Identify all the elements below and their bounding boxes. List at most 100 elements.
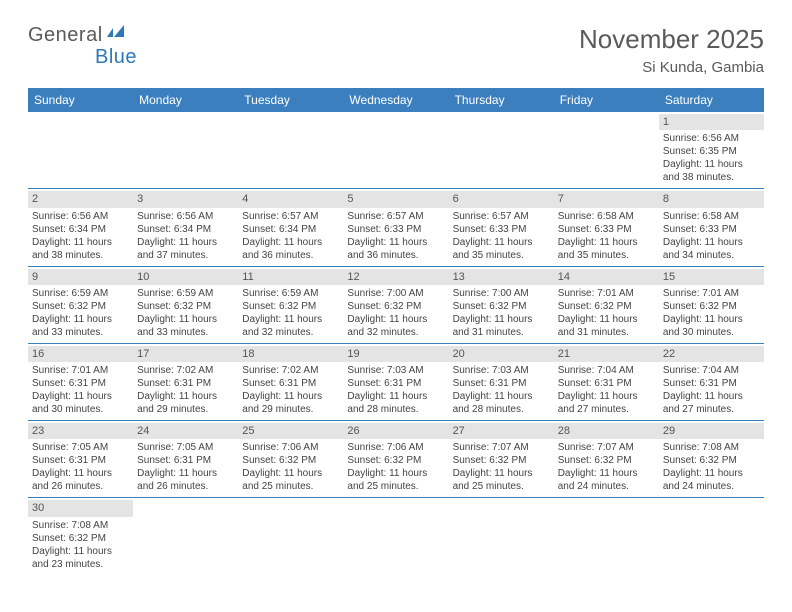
day-cell: 26Sunrise: 7:06 AMSunset: 6:32 PMDayligh… bbox=[343, 421, 448, 497]
sunrise-line: Sunrise: 6:57 AM bbox=[453, 210, 550, 223]
day-cell: 27 Sunrise: 7:07 AMSunset: 6:32 PMDayligh… bbox=[449, 421, 554, 497]
day-number: 11 bbox=[238, 269, 343, 285]
sunset-line: Sunset: 6:33 PM bbox=[558, 223, 655, 236]
day-number: 2 bbox=[28, 191, 133, 207]
sunset-line: Sunset: 6:31 PM bbox=[32, 377, 129, 390]
dayhead-sat: Saturday bbox=[659, 88, 764, 112]
sunset-line: Sunset: 6:32 PM bbox=[453, 454, 550, 467]
sunrise-line: Sunrise: 7:03 AM bbox=[347, 364, 444, 377]
daylight-line: Daylight: 11 hours and 35 minutes. bbox=[453, 236, 550, 262]
flag-icon bbox=[107, 24, 129, 47]
daylight-line: Daylight: 11 hours and 26 minutes. bbox=[137, 467, 234, 493]
dayhead-mon: Monday bbox=[133, 88, 238, 112]
daylight-line: Daylight: 11 hours and 25 minutes. bbox=[453, 467, 550, 493]
day-number: 25 bbox=[238, 423, 343, 439]
sunset-line: Sunset: 6:32 PM bbox=[347, 454, 444, 467]
day-number: 9 bbox=[28, 269, 133, 285]
day-number: 12 bbox=[343, 269, 448, 285]
sunrise-line: Sunrise: 7:01 AM bbox=[663, 287, 760, 300]
day-number: 7 bbox=[554, 191, 659, 207]
empty-cell bbox=[238, 498, 343, 574]
day-number: 14 bbox=[554, 269, 659, 285]
sunrise-line: Sunrise: 6:56 AM bbox=[663, 132, 760, 145]
logo-text-1: General bbox=[28, 24, 103, 47]
empty-cell bbox=[449, 498, 554, 574]
sunset-line: Sunset: 6:33 PM bbox=[347, 223, 444, 236]
sunrise-line: Sunrise: 6:59 AM bbox=[242, 287, 339, 300]
sunrise-line: Sunrise: 6:58 AM bbox=[663, 210, 760, 223]
week-row: 9Sunrise: 6:59 AMSunset: 6:32 PMDaylight… bbox=[28, 267, 764, 344]
sunset-line: Sunset: 6:31 PM bbox=[242, 377, 339, 390]
sunset-line: Sunset: 6:32 PM bbox=[242, 454, 339, 467]
day-number: 13 bbox=[449, 269, 554, 285]
daylight-line: Daylight: 11 hours and 33 minutes. bbox=[137, 313, 234, 339]
sunrise-line: Sunrise: 7:07 AM bbox=[453, 441, 550, 454]
sunset-line: Sunset: 6:32 PM bbox=[453, 300, 550, 313]
day-cell: 23Sunrise: 7:05 AMSunset: 6:31 PMDayligh… bbox=[28, 421, 133, 497]
logo-text-2: Blue bbox=[95, 46, 137, 69]
day-number: 8 bbox=[659, 191, 764, 207]
empty-cell bbox=[28, 112, 133, 188]
sunset-line: Sunset: 6:31 PM bbox=[137, 454, 234, 467]
daylight-line: Daylight: 11 hours and 29 minutes. bbox=[137, 390, 234, 416]
sunset-line: Sunset: 6:32 PM bbox=[663, 300, 760, 313]
empty-cell bbox=[133, 112, 238, 188]
day-cell: 21Sunrise: 7:04 AMSunset: 6:31 PMDayligh… bbox=[554, 344, 659, 420]
daylight-line: Daylight: 11 hours and 28 minutes. bbox=[347, 390, 444, 416]
day-number: 4 bbox=[238, 191, 343, 207]
sunset-line: Sunset: 6:32 PM bbox=[32, 532, 129, 545]
sunrise-line: Sunrise: 7:08 AM bbox=[32, 519, 129, 532]
day-number: 1 bbox=[659, 114, 764, 130]
sunrise-line: Sunrise: 7:02 AM bbox=[242, 364, 339, 377]
day-number: 21 bbox=[554, 346, 659, 362]
day-cell: 3Sunrise: 6:56 AMSunset: 6:34 PMDaylight… bbox=[133, 189, 238, 265]
day-cell: 25Sunrise: 7:06 AMSunset: 6:32 PMDayligh… bbox=[238, 421, 343, 497]
empty-cell bbox=[343, 498, 448, 574]
day-cell: 1Sunrise: 6:56 AMSunset: 6:35 PMDaylight… bbox=[659, 112, 764, 188]
daylight-line: Daylight: 11 hours and 27 minutes. bbox=[558, 390, 655, 416]
empty-cell bbox=[449, 112, 554, 188]
page-title: November 2025 bbox=[579, 24, 764, 55]
sunset-line: Sunset: 6:32 PM bbox=[347, 300, 444, 313]
sunset-line: Sunset: 6:31 PM bbox=[32, 454, 129, 467]
day-cell: 2Sunrise: 6:56 AMSunset: 6:34 PMDaylight… bbox=[28, 189, 133, 265]
sunset-line: Sunset: 6:31 PM bbox=[137, 377, 234, 390]
sunset-line: Sunset: 6:31 PM bbox=[453, 377, 550, 390]
day-cell: 7Sunrise: 6:58 AMSunset: 6:33 PMDaylight… bbox=[554, 189, 659, 265]
day-cell: 9Sunrise: 6:59 AMSunset: 6:32 PMDaylight… bbox=[28, 267, 133, 343]
daylight-line: Daylight: 11 hours and 26 minutes. bbox=[32, 467, 129, 493]
logo-text-2-wrap: Blue bbox=[94, 46, 137, 69]
sunrise-line: Sunrise: 7:00 AM bbox=[347, 287, 444, 300]
sunset-line: Sunset: 6:31 PM bbox=[347, 377, 444, 390]
sunset-line: Sunset: 6:32 PM bbox=[663, 454, 760, 467]
daylight-line: Daylight: 11 hours and 32 minutes. bbox=[347, 313, 444, 339]
day-cell: 11Sunrise: 6:59 AMSunset: 6:32 PMDayligh… bbox=[238, 267, 343, 343]
sunrise-line: Sunrise: 6:56 AM bbox=[32, 210, 129, 223]
day-number: 27 bbox=[449, 423, 554, 439]
daylight-line: Daylight: 11 hours and 38 minutes. bbox=[32, 236, 129, 262]
day-number: 15 bbox=[659, 269, 764, 285]
day-number: 23 bbox=[28, 423, 133, 439]
daylight-line: Daylight: 11 hours and 30 minutes. bbox=[32, 390, 129, 416]
sunset-line: Sunset: 6:31 PM bbox=[663, 377, 760, 390]
day-number: 18 bbox=[238, 346, 343, 362]
day-cell: 17Sunrise: 7:02 AMSunset: 6:31 PMDayligh… bbox=[133, 344, 238, 420]
sunrise-line: Sunrise: 6:57 AM bbox=[347, 210, 444, 223]
week-row: 16Sunrise: 7:01 AMSunset: 6:31 PMDayligh… bbox=[28, 344, 764, 421]
header: General November 2025 Si Kunda, Gambia bbox=[28, 24, 764, 76]
day-number: 3 bbox=[133, 191, 238, 207]
sunrise-line: Sunrise: 7:08 AM bbox=[663, 441, 760, 454]
sunrise-line: Sunrise: 7:03 AM bbox=[453, 364, 550, 377]
empty-cell bbox=[659, 498, 764, 574]
sunset-line: Sunset: 6:34 PM bbox=[137, 223, 234, 236]
day-cell: 22Sunrise: 7:04 AMSunset: 6:31 PMDayligh… bbox=[659, 344, 764, 420]
dayhead-wed: Wednesday bbox=[343, 88, 448, 112]
day-number: 16 bbox=[28, 346, 133, 362]
sunset-line: Sunset: 6:32 PM bbox=[558, 454, 655, 467]
daylight-line: Daylight: 11 hours and 36 minutes. bbox=[347, 236, 444, 262]
sunset-line: Sunset: 6:32 PM bbox=[137, 300, 234, 313]
sunrise-line: Sunrise: 7:01 AM bbox=[32, 364, 129, 377]
day-number: 29 bbox=[659, 423, 764, 439]
day-cell: 8Sunrise: 6:58 AMSunset: 6:33 PMDaylight… bbox=[659, 189, 764, 265]
daylight-line: Daylight: 11 hours and 24 minutes. bbox=[663, 467, 760, 493]
